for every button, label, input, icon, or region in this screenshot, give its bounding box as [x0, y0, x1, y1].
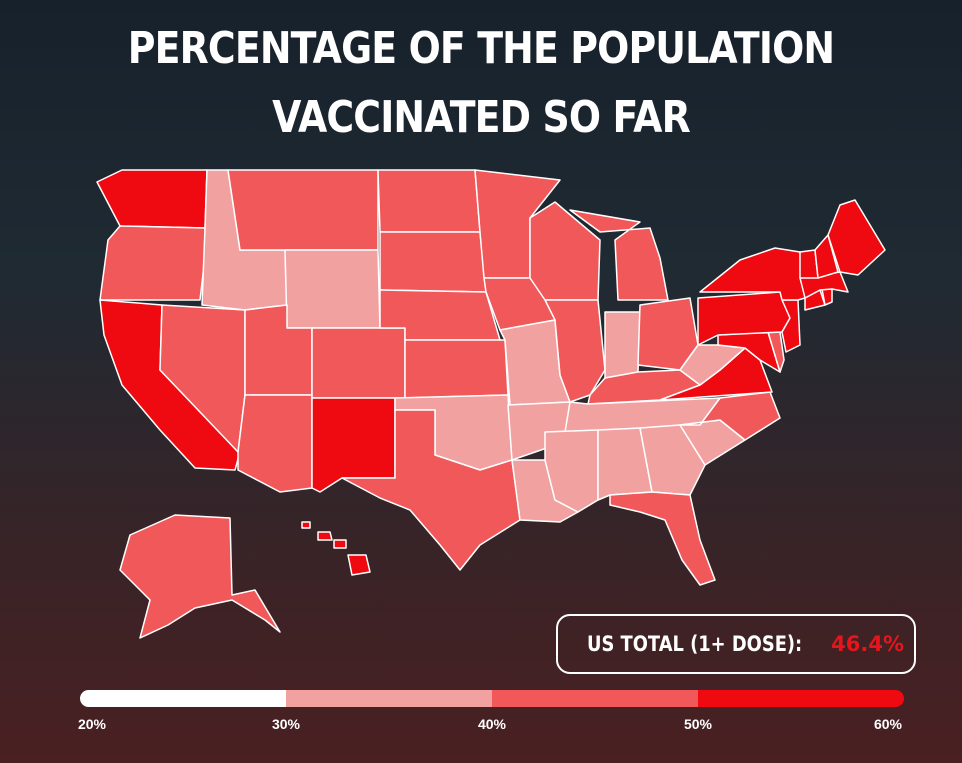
state-sd[interactable]	[379, 231, 487, 293]
legend-segment-3	[492, 690, 698, 707]
state-az[interactable]	[237, 394, 313, 493]
state-hi-islands[interactable]	[301, 521, 347, 549]
state-nd[interactable]	[377, 169, 481, 233]
state-hi[interactable]	[347, 554, 371, 576]
state-mt[interactable]	[227, 169, 379, 251]
us-total-value: 46.4%	[831, 632, 905, 656]
state-co[interactable]	[311, 327, 406, 399]
state-mi[interactable]	[569, 209, 669, 301]
state-me[interactable]	[827, 199, 886, 276]
legend-tick-label: 60%	[873, 716, 903, 732]
legend-segment-2	[286, 690, 492, 707]
state-ks[interactable]	[404, 339, 509, 399]
state-wa[interactable]	[96, 169, 208, 229]
us-total-label: US TOTAL (1+ DOSE):	[586, 632, 803, 656]
legend-tick-label: 40%	[477, 716, 507, 732]
state-ak[interactable]	[119, 514, 281, 639]
state-ny[interactable]	[699, 247, 806, 301]
state-or[interactable]	[99, 225, 208, 301]
chart-title-line-2: VACCINATED SO FAR	[272, 92, 691, 143]
state-wy[interactable]	[284, 249, 381, 329]
legend-color-scale	[80, 690, 904, 707]
state-il[interactable]	[544, 299, 606, 403]
legend-segment-1	[80, 690, 286, 707]
legend-tick-label: 50%	[683, 716, 713, 732]
state-nh[interactable]	[814, 234, 839, 279]
state-nc[interactable]	[679, 391, 781, 441]
legend-tick-label: 20%	[77, 716, 107, 732]
state-tx[interactable]	[341, 409, 521, 571]
state-fl[interactable]	[609, 491, 716, 586]
state-ga[interactable]	[639, 424, 706, 496]
state-in[interactable]	[604, 311, 641, 379]
us-total-box: US TOTAL (1+ DOSE): 46.4%	[556, 614, 916, 674]
legend-segment-4	[698, 690, 904, 707]
chart-title-line-1: PERCENTAGE OF THE POPULATION	[127, 23, 835, 74]
state-nj[interactable]	[781, 299, 801, 353]
legend-tick-label: 30%	[271, 716, 301, 732]
